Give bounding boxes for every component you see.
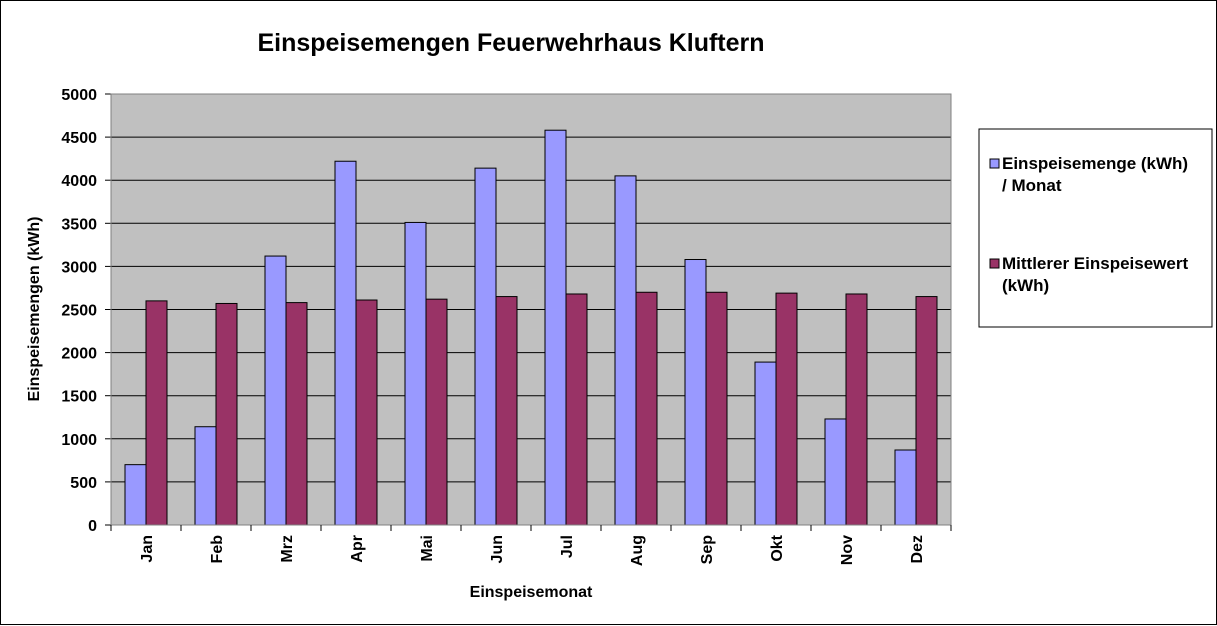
y-tick-label: 500 xyxy=(70,475,97,492)
y-tick-label: 5000 xyxy=(61,87,97,104)
y-tick-label: 3000 xyxy=(61,259,97,276)
bar-einspeisemenge-sep xyxy=(684,259,707,526)
bars xyxy=(124,129,938,526)
y-tick-label: 2000 xyxy=(61,346,97,363)
x-tick-label: Jul xyxy=(559,535,576,558)
y-tick-label: 1000 xyxy=(61,432,97,449)
bar-mittlerer-nov xyxy=(845,293,868,526)
x-tick-label: Aug xyxy=(629,535,646,566)
bar-mittlerer-apr xyxy=(355,299,378,526)
axes xyxy=(110,93,952,531)
bar-einspeisemenge-jul xyxy=(544,129,567,526)
x-tick-label: Dez xyxy=(909,535,926,563)
bar-mittlerer-mrz xyxy=(285,302,308,526)
legend-label: Einspeisemenge (kWh) xyxy=(1002,154,1188,173)
x-tick-label: Jun xyxy=(489,535,506,563)
legend-swatch xyxy=(989,258,1000,269)
x-tick-label: Apr xyxy=(349,535,366,563)
y-tick-label: 1500 xyxy=(61,389,97,406)
bar-mittlerer-feb xyxy=(215,302,238,526)
legend-box xyxy=(978,128,1213,328)
y-tick-labels: 0 500 1000 1500 2000 2500 3000 3500 4000 4500 5000 xyxy=(61,87,97,535)
bar-einspeisemenge-dez xyxy=(894,449,917,526)
x-tick-label: Okt xyxy=(769,534,786,561)
bar-mittlerer-okt xyxy=(775,292,798,526)
y-tick-label: 4500 xyxy=(61,130,97,147)
bar-einspeisemenge-okt xyxy=(754,361,777,526)
legend-label: / Monat xyxy=(1002,176,1062,195)
bar-mittlerer-sep xyxy=(705,291,728,526)
legend-label: Mittlerer Einspeisewert xyxy=(1002,254,1188,273)
bar-einspeisemenge-feb xyxy=(194,426,217,526)
bar-einspeisemenge-aug xyxy=(614,175,637,526)
bar-mittlerer-aug xyxy=(635,291,658,526)
legend-swatch xyxy=(989,158,1000,169)
x-tick-label: Mrz xyxy=(279,535,296,563)
bar-mittlerer-jun xyxy=(495,296,518,526)
legend: Einspeisemenge (kWh) / Monat Mittlerer Ein… xyxy=(978,128,1213,328)
bar-einspeisemenge-jun xyxy=(474,167,497,526)
y-tick-label: 2500 xyxy=(61,303,97,320)
x-axis-label: Einspeisemonat xyxy=(470,584,593,601)
bar-mittlerer-jan xyxy=(145,300,168,526)
chart-title: Einspeisemengen Feuerwehrhaus Kluftern xyxy=(257,29,764,57)
bar-einspeisemenge-mrz xyxy=(264,255,287,526)
y-axis-label: Einspeisemengen (kWh) xyxy=(26,217,43,402)
x-tick-label: Nov xyxy=(839,535,856,565)
x-tick-label: Mai xyxy=(419,535,436,562)
y-tick-label: 0 xyxy=(88,518,97,535)
bar-mittlerer-dez xyxy=(915,296,938,526)
y-tick-label: 4000 xyxy=(61,173,97,190)
x-tick-labels: Jan Feb Mrz Apr Mai Jun Jul Aug Sep Okt Nov Dez xyxy=(139,534,926,566)
bar-einspeisemenge-jan xyxy=(124,464,147,526)
legend-label: (kWh) xyxy=(1002,276,1049,295)
x-tick-label: Feb xyxy=(209,535,226,564)
y-tick-label: 3500 xyxy=(61,216,97,233)
bar-mittlerer-mai xyxy=(425,298,448,526)
bar-mittlerer-jul xyxy=(565,293,588,526)
bar-einspeisemenge-mai xyxy=(404,221,427,526)
bar-einspeisemenge-apr xyxy=(334,160,357,526)
x-tick-label: Sep xyxy=(699,535,716,565)
bar-einspeisemenge-nov xyxy=(824,418,847,526)
x-tick-label: Jan xyxy=(139,535,156,563)
